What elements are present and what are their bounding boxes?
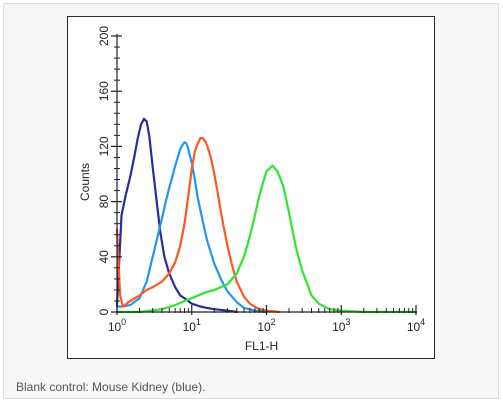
- histogram-chart: 0 40 80 120 160 200 100 101 102 103 104 FL1-H Counts: [78, 26, 425, 353]
- labels-layer: 0 40 80 120 160 200 100 101 102 103 104 FL1-H Counts: [78, 26, 425, 353]
- figure-caption: Blank control: Mouse Kidney (blue).: [16, 380, 206, 394]
- axes-layer: [111, 34, 417, 315]
- y-tick-label: 160: [97, 81, 111, 101]
- series-line-2: [115, 141, 268, 314]
- series-line-3: [115, 136, 281, 314]
- series-layer: [115, 117, 418, 314]
- y-tick-label: 120: [97, 136, 111, 156]
- y-tick-label: 80: [97, 195, 111, 209]
- x-tick-label: 102: [257, 317, 275, 334]
- y-tick-label: 200: [97, 26, 111, 46]
- x-tick-label: 101: [183, 317, 201, 334]
- y-axis-title: Counts: [78, 163, 92, 201]
- x-tick-label: 104: [407, 317, 425, 334]
- y-tick-label: 40: [97, 250, 111, 264]
- series-line-1: [115, 117, 238, 314]
- series-line-4: [115, 164, 418, 314]
- x-tick-label: 103: [332, 317, 350, 334]
- y-tick-label: 0: [97, 308, 111, 315]
- x-tick-label: 100: [108, 317, 126, 334]
- figure-panel: 0 40 80 120 160 200 100 101 102 103 104 FL1-H Counts…: [3, 3, 499, 399]
- plot-frame: 0 40 80 120 160 200 100 101 102 103 104 FL1-H Counts: [67, 16, 435, 359]
- x-axis-title: FL1-H: [245, 339, 278, 353]
